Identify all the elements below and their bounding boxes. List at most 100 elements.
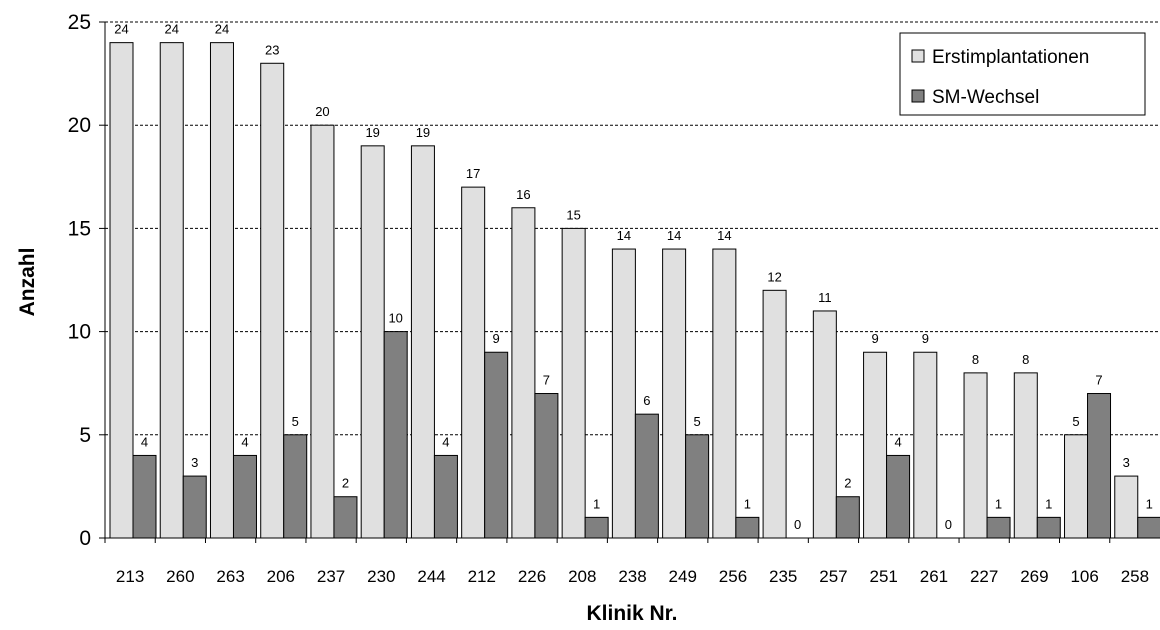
bar-erstimplantationen bbox=[662, 248, 687, 539]
data-label: 9 bbox=[871, 331, 878, 346]
y-tick-label: 15 bbox=[68, 217, 91, 240]
bar-erstimplantationen bbox=[1013, 372, 1038, 539]
data-label: 23 bbox=[265, 42, 279, 57]
bar-erstimplantationen bbox=[1114, 475, 1139, 539]
legend: Erstimplantationen SM-Wechsel bbox=[899, 32, 1146, 116]
legend-box bbox=[899, 32, 1146, 116]
data-label: 9 bbox=[922, 331, 929, 346]
data-label: 16 bbox=[516, 187, 530, 202]
data-label: 8 bbox=[1022, 352, 1029, 367]
x-tick-label: 212 bbox=[468, 567, 496, 586]
data-label: 7 bbox=[1095, 373, 1102, 388]
bar-sm-wechsel bbox=[835, 496, 860, 539]
data-label: 0 bbox=[945, 517, 952, 532]
bar-erstimplantationen bbox=[1064, 434, 1089, 539]
bar-sm-wechsel bbox=[685, 434, 710, 539]
bar-erstimplantationen bbox=[561, 227, 586, 539]
legend-label-erstimplantationen: Erstimplantationen bbox=[932, 47, 1089, 68]
x-tick-label: 238 bbox=[618, 567, 646, 586]
bar-erstimplantationen bbox=[209, 42, 234, 539]
y-tick-label: 20 bbox=[68, 114, 91, 137]
bar-erstimplantationen bbox=[812, 310, 837, 539]
bar-erstimplantationen bbox=[360, 145, 385, 539]
data-label: 17 bbox=[466, 166, 480, 181]
bar-sm-wechsel bbox=[634, 413, 659, 539]
bar-erstimplantationen bbox=[762, 289, 787, 539]
x-tick-label: 260 bbox=[166, 567, 194, 586]
x-tick-label: 213 bbox=[116, 567, 144, 586]
x-tick-label: 251 bbox=[870, 567, 898, 586]
data-label: 1 bbox=[1045, 496, 1052, 511]
bar-sm-wechsel bbox=[886, 454, 911, 539]
bar-sm-wechsel bbox=[383, 331, 408, 539]
bar-erstimplantationen bbox=[410, 145, 435, 539]
bar-sm-wechsel bbox=[584, 516, 609, 539]
data-label: 3 bbox=[191, 455, 198, 470]
bar-sm-wechsel bbox=[986, 516, 1011, 539]
x-tick-label: 257 bbox=[819, 567, 847, 586]
data-label: 4 bbox=[241, 434, 248, 449]
bar-erstimplantationen bbox=[260, 62, 285, 539]
x-tick-label: 237 bbox=[317, 567, 345, 586]
bar-erstimplantationen bbox=[963, 372, 988, 539]
x-tick-label: 235 bbox=[769, 567, 797, 586]
y-tick-label: 25 bbox=[68, 11, 91, 34]
x-tick-label: 230 bbox=[367, 567, 395, 586]
bar-sm-wechsel bbox=[1036, 516, 1061, 539]
bar-sm-wechsel bbox=[232, 454, 257, 539]
y-axis-title: Anzahl bbox=[16, 248, 39, 317]
x-tick-label: 227 bbox=[970, 567, 998, 586]
x-tick-label: 106 bbox=[1070, 567, 1098, 586]
bar-sm-wechsel bbox=[333, 496, 358, 539]
data-label: 24 bbox=[215, 22, 229, 37]
legend-label-sm-wechsel: SM-Wechsel bbox=[932, 87, 1039, 108]
data-label: 9 bbox=[493, 331, 500, 346]
x-tick-label: 263 bbox=[216, 567, 244, 586]
data-label: 2 bbox=[342, 476, 349, 491]
bar-erstimplantationen bbox=[511, 207, 536, 539]
bar-sm-wechsel bbox=[182, 475, 207, 539]
x-tick-label: 261 bbox=[920, 567, 948, 586]
legend-swatch-erstimplantationen bbox=[911, 49, 925, 63]
data-label: 3 bbox=[1123, 455, 1130, 470]
data-label: 5 bbox=[1072, 414, 1079, 429]
data-label: 5 bbox=[292, 414, 299, 429]
bars bbox=[109, 42, 1160, 539]
y-tick-label: 10 bbox=[68, 321, 91, 344]
x-tick-label: 269 bbox=[1020, 567, 1048, 586]
bar-sm-wechsel bbox=[132, 454, 157, 539]
data-label: 6 bbox=[643, 393, 650, 408]
bar-erstimplantationen bbox=[310, 124, 335, 539]
y-tick-label: 5 bbox=[79, 424, 91, 447]
data-label: 1 bbox=[744, 496, 751, 511]
data-label: 4 bbox=[141, 434, 148, 449]
x-tick-label: 258 bbox=[1121, 567, 1149, 586]
bar-sm-wechsel bbox=[1137, 516, 1160, 539]
bar-erstimplantationen bbox=[712, 248, 737, 539]
y-tick-label: 0 bbox=[79, 527, 91, 550]
data-label: 7 bbox=[543, 373, 550, 388]
data-label: 8 bbox=[972, 352, 979, 367]
x-tick-label: 206 bbox=[267, 567, 295, 586]
data-label: 5 bbox=[694, 414, 701, 429]
legend-swatch-sm-wechsel bbox=[911, 89, 925, 103]
x-tick-label: 226 bbox=[518, 567, 546, 586]
data-label: 20 bbox=[315, 104, 329, 119]
data-label: 1 bbox=[1146, 496, 1153, 511]
data-label: 0 bbox=[794, 517, 801, 532]
data-label: 11 bbox=[818, 290, 832, 305]
data-label: 4 bbox=[894, 434, 901, 449]
data-label: 14 bbox=[617, 228, 631, 243]
bar-erstimplantationen bbox=[109, 42, 134, 539]
data-label: 14 bbox=[667, 228, 681, 243]
bar-erstimplantationen bbox=[611, 248, 636, 539]
bar-sm-wechsel bbox=[433, 454, 458, 539]
data-label: 2 bbox=[844, 476, 851, 491]
bar-erstimplantationen bbox=[863, 351, 888, 539]
x-tick-label: 256 bbox=[719, 567, 747, 586]
bar-sm-wechsel bbox=[735, 516, 760, 539]
data-label: 12 bbox=[767, 269, 781, 284]
axes bbox=[99, 21, 1160, 543]
data-label: 19 bbox=[365, 125, 379, 140]
